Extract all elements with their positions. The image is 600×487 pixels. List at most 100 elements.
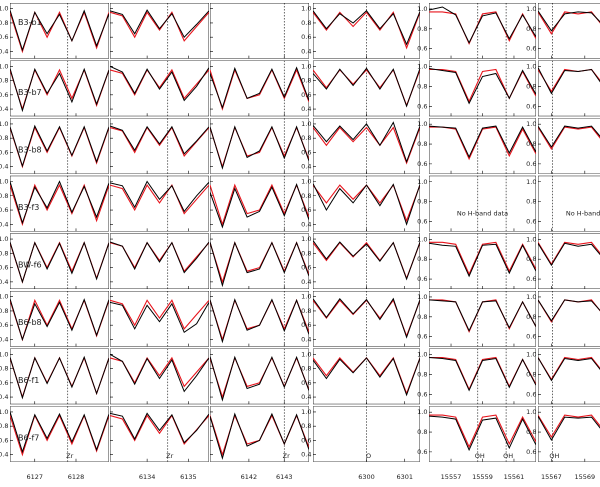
model-spectrum <box>110 299 209 330</box>
x-tick-label: 6143 <box>276 473 293 481</box>
y-tick-label: 0.6 <box>301 148 311 156</box>
panel <box>110 348 209 405</box>
marker-label: OH <box>475 452 485 460</box>
panel-frame <box>538 233 600 289</box>
y-tick-label: 0.8 <box>417 255 427 263</box>
panel <box>313 233 420 289</box>
panel <box>538 348 600 405</box>
marker-label: O <box>366 452 371 460</box>
y-tick-label: 1.0 <box>526 120 536 128</box>
observed-spectrum <box>313 240 420 281</box>
panel: No H-band data <box>429 175 536 232</box>
y-tick-label: 1.0 <box>301 293 311 301</box>
y-tick-label: 0.8 <box>0 365 9 373</box>
panel <box>429 348 536 405</box>
y-tick-label: 0.4 <box>301 451 311 459</box>
panel <box>210 233 309 289</box>
y-tick-label: 0.6 <box>417 333 427 341</box>
y-tick-label: 0.6 <box>301 321 311 329</box>
panel-frame <box>538 60 600 117</box>
observed-spectrum <box>313 10 420 46</box>
panel <box>429 3 536 59</box>
observed-spectrum <box>110 9 209 39</box>
panel-frame <box>210 3 309 59</box>
panel <box>313 175 420 232</box>
y-tick-label: 0.6 <box>0 91 9 99</box>
model-spectrum <box>110 126 209 158</box>
y-tick-label: 0.4 <box>301 278 311 286</box>
observed-spectrum <box>429 6 536 44</box>
observed-spectrum <box>110 301 209 334</box>
panel-frame <box>210 406 309 462</box>
panel <box>10 291 109 347</box>
y-tick-label: 1.0 <box>526 5 536 13</box>
panel-frame <box>210 291 309 347</box>
panel <box>210 348 309 405</box>
panel-frame <box>429 291 536 347</box>
model-spectrum <box>110 11 209 42</box>
y-tick-label: 1.0 <box>0 293 9 301</box>
panel <box>10 118 109 174</box>
y-tick-label: 0.6 <box>301 91 311 99</box>
panel <box>313 3 420 59</box>
y-tick-label: 1.0 <box>526 408 536 416</box>
y-tick-label: 0.6 <box>0 436 9 444</box>
y-tick-label: 0.8 <box>417 428 427 436</box>
star-label: B6-f1 <box>18 376 39 385</box>
panel-frame <box>538 406 600 462</box>
panel <box>538 118 600 174</box>
observed-spectrum <box>429 357 536 392</box>
y-tick-label: 1.0 <box>417 120 427 128</box>
panel: O <box>313 406 420 462</box>
panel <box>10 60 109 117</box>
star-label: B3-b1 <box>18 18 42 27</box>
observed-spectrum <box>538 415 600 442</box>
panel <box>313 118 420 174</box>
observed-spectrum <box>210 355 309 402</box>
observed-spectrum <box>538 299 600 322</box>
y-tick-label: 0.4 <box>301 47 311 55</box>
marker-label: Zr <box>66 452 73 460</box>
observed-spectrum <box>313 357 420 397</box>
marker-label: OH <box>503 452 513 460</box>
panel-frame <box>538 175 600 232</box>
panel <box>313 60 420 117</box>
x-tick-label: 6127 <box>26 473 43 481</box>
model-spectrum <box>110 183 209 215</box>
no-data-note: No H-band data <box>566 210 600 218</box>
panel <box>210 118 309 174</box>
y-tick-label: 0.8 <box>0 77 9 85</box>
y-tick-label: 1.0 <box>526 351 536 359</box>
observed-spectrum <box>429 299 536 332</box>
observed-spectrum <box>538 242 600 267</box>
y-tick-label: 0.6 <box>417 45 427 53</box>
y-tick-label: 0.6 <box>526 102 536 110</box>
y-tick-label: 0.4 <box>0 451 9 459</box>
y-tick-label: 0.6 <box>526 160 536 168</box>
y-tick-label: 0.8 <box>417 82 427 90</box>
y-tick-label: 0.4 <box>301 335 311 343</box>
y-tick-label: 0.6 <box>301 264 311 272</box>
panel-frame <box>429 3 536 59</box>
panel <box>429 291 536 347</box>
panel <box>538 3 600 59</box>
x-tick-label: 6301 <box>396 473 413 481</box>
observed-spectrum <box>210 182 309 229</box>
y-tick-label: 0.4 <box>0 220 9 228</box>
panel <box>110 60 209 117</box>
y-tick-label: 0.8 <box>417 198 427 206</box>
y-tick-label: 0.8 <box>526 140 536 148</box>
y-tick-label: 0.6 <box>0 321 9 329</box>
panel-frame <box>210 60 309 117</box>
y-tick-label: 0.8 <box>0 307 9 315</box>
observed-spectrum <box>110 125 209 155</box>
y-tick-label: 0.6 <box>301 33 311 41</box>
y-tick-label: 0.8 <box>526 25 536 33</box>
y-tick-label: 0.8 <box>0 192 9 200</box>
observed-spectrum <box>538 125 600 148</box>
model-spectrum <box>429 414 536 449</box>
y-tick-label: 0.4 <box>301 105 311 113</box>
x-tick-label: 15559 <box>472 473 493 481</box>
observed-spectrum <box>10 411 109 454</box>
